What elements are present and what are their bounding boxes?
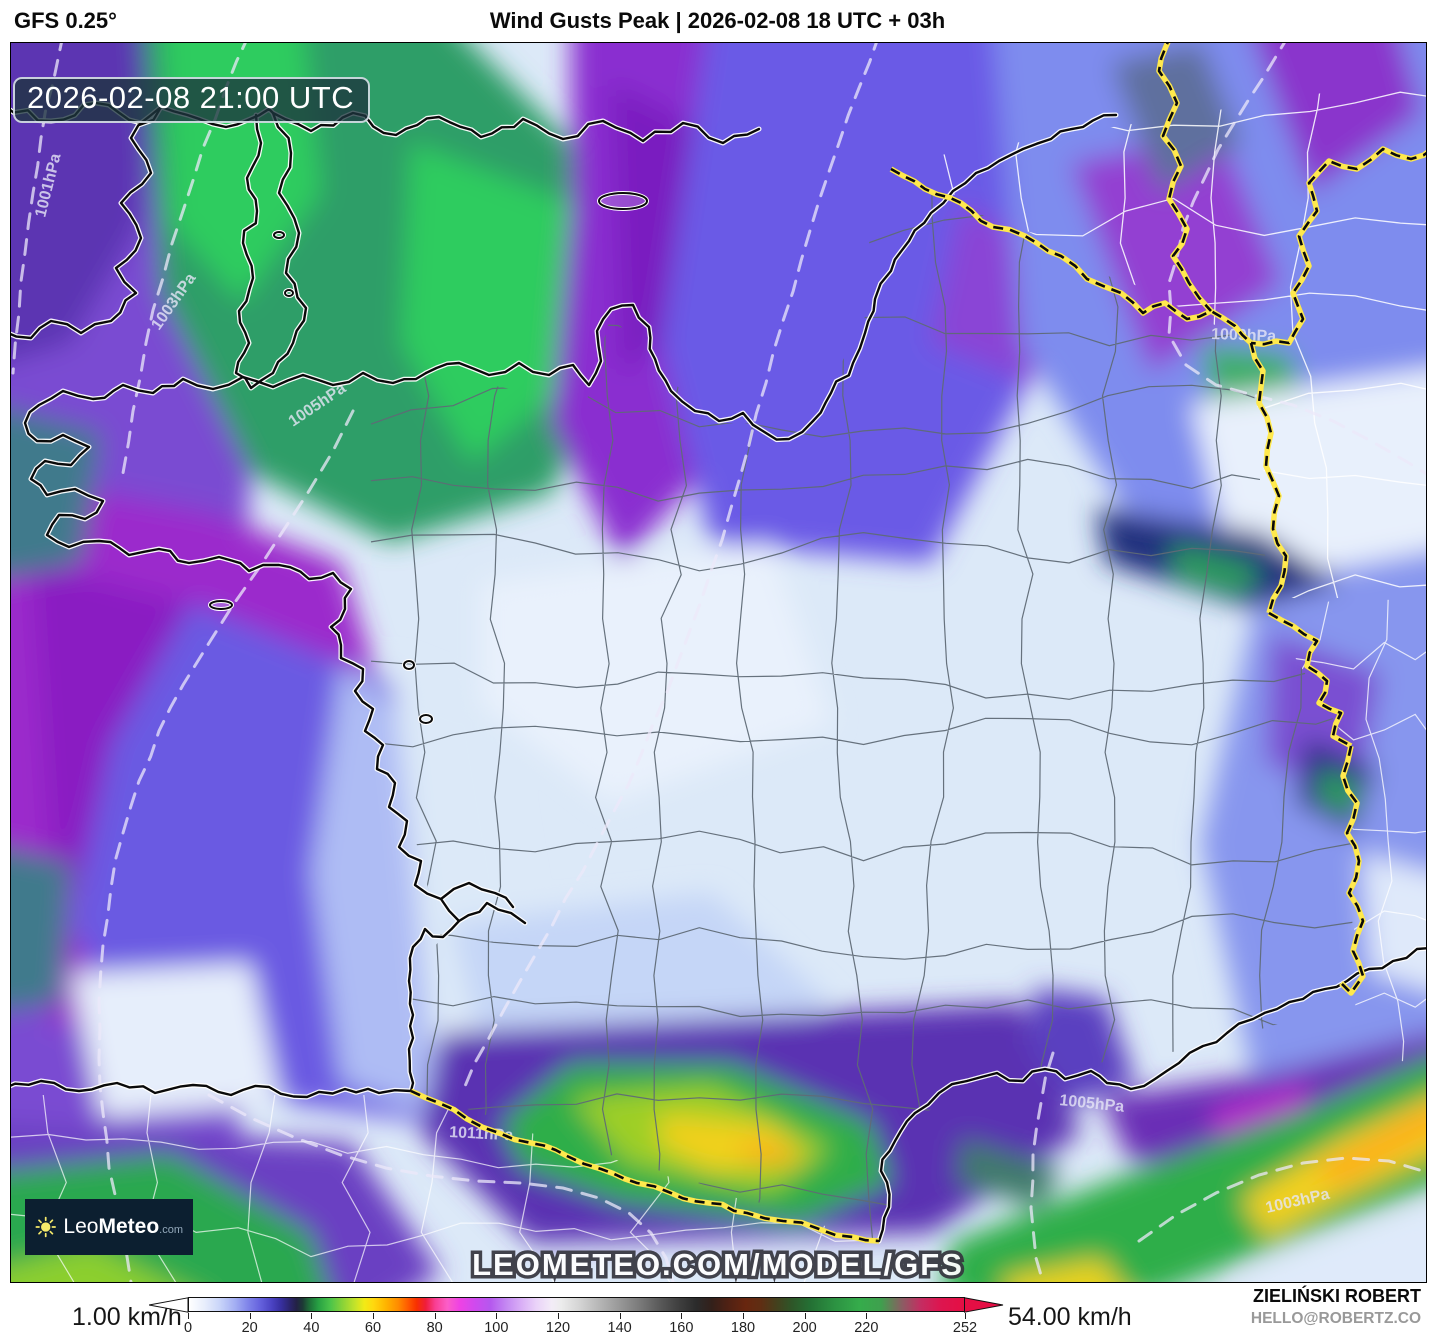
wind-gust-field: 1001hPa1003hPa1005hPa1009hPa1005hPa1011h… <box>11 43 1426 1282</box>
weather-map-canvas: 1001hPa 1003hPa 1005hPa 1009hPa 1005hPa 1011h… <box>10 42 1427 1283</box>
colorbar-tick <box>619 1313 621 1319</box>
colorbar-tick <box>188 1313 189 1319</box>
colorbar-tick-label: 252 <box>952 1320 978 1336</box>
colorbar-tick <box>743 1313 744 1319</box>
colorbar-tick <box>681 1313 683 1319</box>
colorbar-right-arrow <box>964 1296 1004 1313</box>
colorbar-tick <box>249 1313 251 1319</box>
colorbar-tick-label: 160 <box>669 1320 694 1336</box>
colorbar-gradient <box>188 1297 965 1312</box>
colorbar-tick-label: 120 <box>545 1320 571 1336</box>
colorbar-max-label: 54.00 km/h <box>1008 1303 1132 1331</box>
colorbar-tick <box>311 1313 313 1319</box>
colorbar-tick-label: 40 <box>303 1320 320 1336</box>
colorbar-tick-label: 180 <box>730 1320 756 1336</box>
colorbar-tick <box>434 1313 436 1319</box>
colorbar-tick-label: 200 <box>792 1320 817 1336</box>
leometeo-logo: LeoMeteo.com <box>25 1199 193 1255</box>
colorbar-tick <box>965 1313 966 1319</box>
colorbar-tick-label: 220 <box>854 1320 879 1336</box>
colorbar-tick-label: 140 <box>607 1320 632 1336</box>
page-title: Wind Gusts Peak | 2026-02-08 18 UTC + 03… <box>489 8 946 33</box>
sun-icon <box>35 1216 56 1238</box>
colorbar-tick <box>373 1313 374 1319</box>
colorbar-tick <box>866 1313 868 1319</box>
timestamp-badge: 2026-02-08 21:00 UTC <box>13 77 371 123</box>
colorbar-tick <box>558 1313 559 1319</box>
colorbar-tick <box>496 1313 498 1319</box>
colorbar-tick-label: 0 <box>183 1320 193 1336</box>
colorbar-tick-label: 80 <box>426 1320 443 1336</box>
author-name: ZIELIŃSKI ROBERT <box>1252 1286 1421 1306</box>
isobar-label: 1011hPa <box>449 1124 514 1144</box>
colorbar-tick-label: 60 <box>364 1320 382 1336</box>
colorbar-tick-label: 100 <box>484 1320 509 1336</box>
logo-text: LeoMeteo.com <box>63 1215 183 1238</box>
colorbar-tick-label: 20 <box>241 1320 258 1336</box>
isobar-label: 1005hPa <box>1059 1092 1125 1116</box>
model-label: GFS 0.25° <box>14 8 117 33</box>
author-email: HELLO@ROBERTZ.CO <box>1250 1310 1421 1327</box>
colorbar-left-arrow <box>149 1296 189 1313</box>
colorbar-tick <box>804 1313 806 1319</box>
watermark: LEOMETEO.COM/MODEL/GFS <box>472 1247 964 1282</box>
